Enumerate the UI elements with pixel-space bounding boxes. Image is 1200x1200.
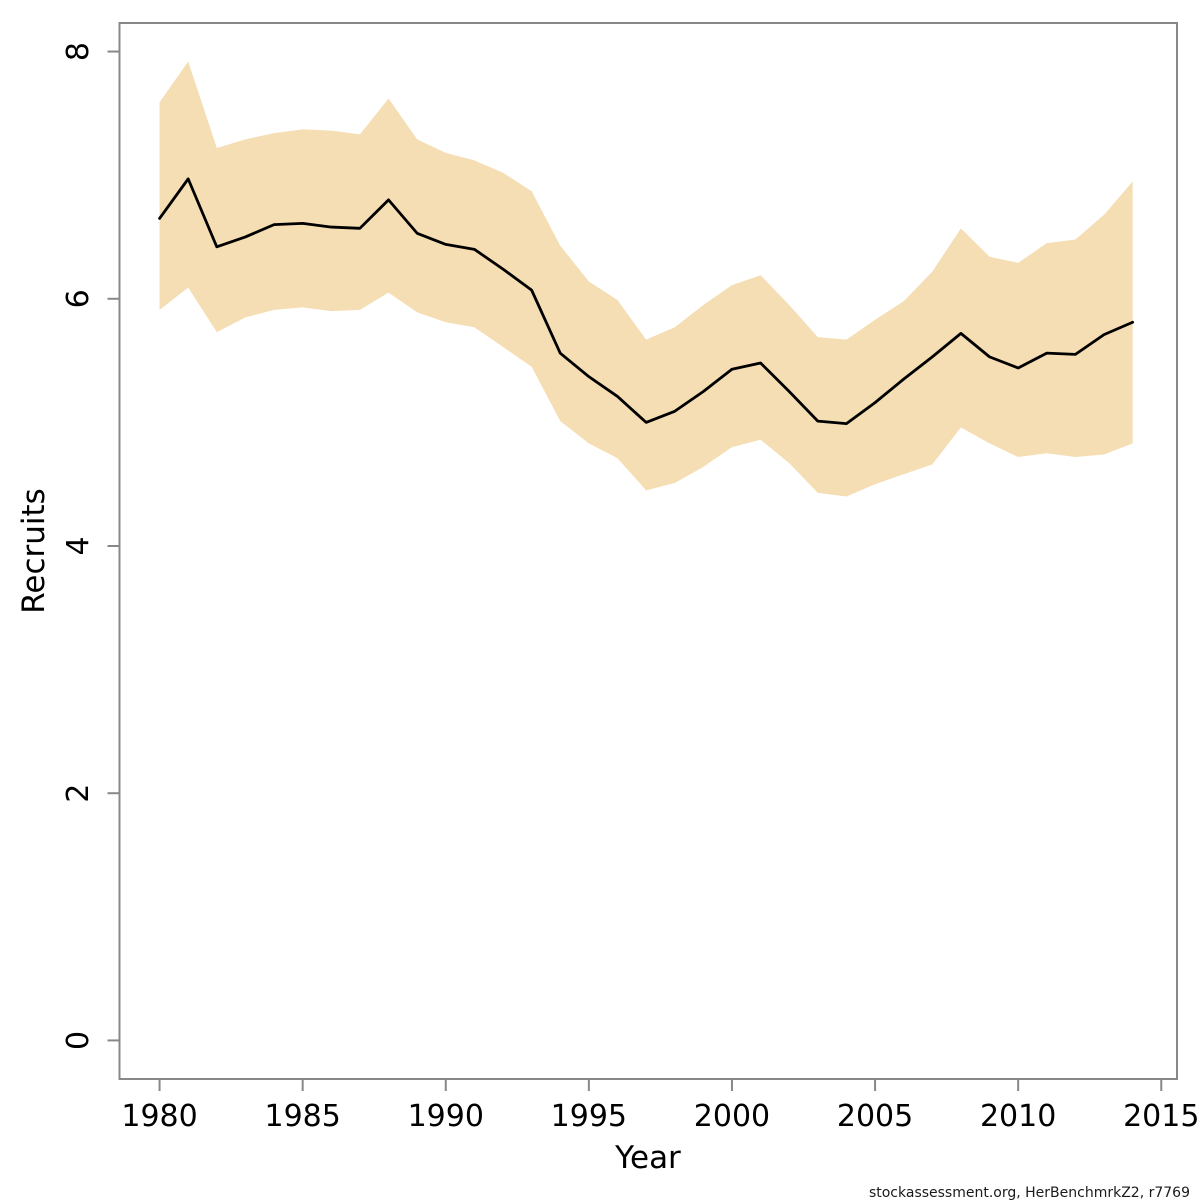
y-tick-label: 2 <box>61 784 96 803</box>
x-axis-title: Year <box>614 1140 681 1176</box>
x-tick-label: 1980 <box>121 1099 197 1134</box>
x-tick-label: 1990 <box>408 1099 484 1134</box>
y-axis-title: Recruits <box>16 488 52 614</box>
confidence-band <box>159 61 1133 497</box>
x-tick-label: 1995 <box>551 1099 627 1134</box>
y-tick-label: 6 <box>61 289 96 308</box>
x-tick-label: 2010 <box>980 1099 1056 1134</box>
y-tick-label: 0 <box>61 1031 96 1050</box>
plot-border <box>118 22 1178 1080</box>
watermark-text: stockassessment.org, HerBenchmrkZ2, r776… <box>869 1185 1190 1200</box>
recruits-mean-line <box>158 177 1135 426</box>
x-tick-label: 1985 <box>264 1099 340 1134</box>
plot-layer: 1980 1985 1990 1995 2000 2005 2010 2015 0 2 4 6 8 <box>61 22 1199 1134</box>
y-tick-label: 8 <box>61 42 96 61</box>
x-tick-label: 2015 <box>1123 1099 1199 1134</box>
x-tick-label: 2000 <box>694 1099 770 1134</box>
x-tick-label: 2005 <box>837 1099 913 1134</box>
y-tick-label: 4 <box>61 536 96 555</box>
